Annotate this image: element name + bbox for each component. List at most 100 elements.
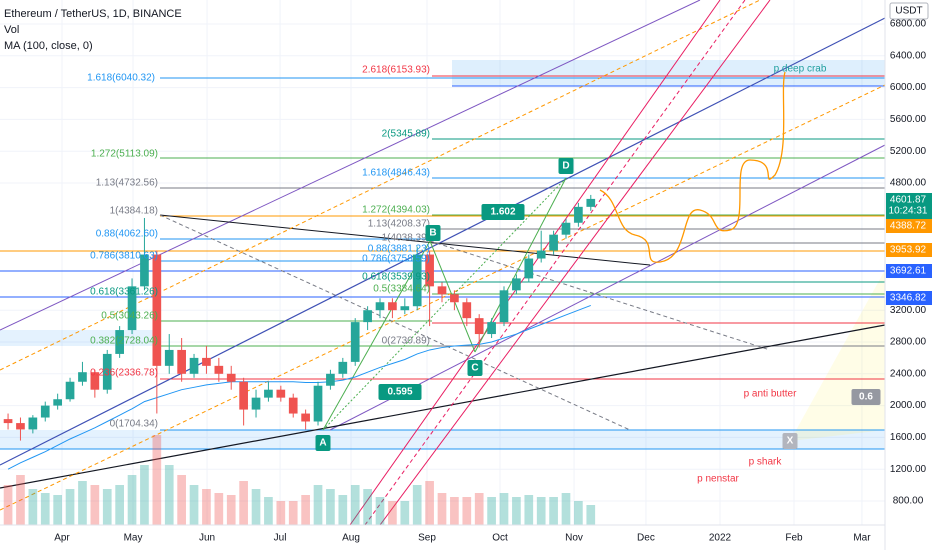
price-tag-label: 3346.82	[890, 293, 927, 304]
trend-line	[329, 144, 886, 431]
price-tag	[886, 219, 932, 233]
projection-path	[599, 71, 786, 263]
trend-line	[159, 214, 631, 431]
volume-bar	[388, 501, 397, 525]
annotation: 0.786(3758.59)	[362, 254, 430, 265]
candle-body	[350, 322, 360, 362]
volume-bar	[400, 501, 410, 525]
annotation: 1.618(6040.32)	[87, 73, 155, 84]
candle-body	[53, 399, 62, 406]
price-tag-label: 3953.92	[890, 245, 927, 256]
candle-body	[499, 290, 509, 323]
candle-body	[214, 365, 224, 374]
point-label: C	[471, 363, 478, 374]
point-label: A	[319, 438, 326, 449]
candle-body	[326, 373, 335, 386]
volume-bar	[189, 485, 199, 525]
annotation: p nenstar	[697, 474, 739, 485]
candle-body	[462, 302, 472, 319]
trend-line	[364, 0, 746, 526]
y-tick-label: 800.00	[893, 496, 924, 507]
point-label-box	[378, 384, 422, 400]
price-tag	[886, 193, 932, 219]
trend-line	[349, 0, 721, 526]
y-tick-label: 6400.00	[890, 50, 927, 61]
annotation: p deep crab	[774, 64, 827, 75]
price-tag	[886, 264, 932, 278]
candle-body	[164, 349, 174, 366]
candle-body	[437, 286, 447, 295]
candle-body	[177, 349, 186, 374]
volume-bar	[202, 489, 211, 525]
trend-line	[0, 324, 886, 489]
candle-body	[115, 330, 124, 354]
volume-bar	[338, 495, 348, 525]
price-tag-label: 4388.72	[890, 221, 927, 232]
x-tick-label: Jul	[274, 533, 287, 544]
x-tick-label: Nov	[565, 533, 583, 544]
candle-body	[152, 254, 162, 366]
volume-bar	[152, 435, 162, 525]
x-tick-label: May	[124, 533, 143, 544]
point-label-box	[782, 433, 798, 449]
point-label-box	[851, 389, 881, 405]
countdown: 10:24:31	[889, 206, 928, 217]
volume-bar	[536, 497, 546, 525]
x-tick-label: Jun	[199, 533, 215, 544]
zone	[0, 430, 885, 449]
annotation: p shark	[749, 457, 783, 468]
y-tick-label: 3200.00	[890, 305, 927, 316]
candle-body	[549, 234, 558, 251]
candle-body	[28, 417, 38, 430]
candle-body	[202, 357, 211, 366]
point-label: D	[562, 161, 569, 172]
volume-bar	[561, 493, 571, 525]
volume-bar	[313, 485, 323, 525]
volume-bar	[251, 489, 261, 525]
trend-line	[0, 0, 761, 371]
volume-bar	[264, 497, 273, 525]
volume-bar	[549, 497, 558, 525]
annotation: 1.272(4394.03)	[362, 205, 430, 216]
volume-bar	[512, 497, 521, 525]
candle-body	[78, 372, 87, 382]
annotation: 1(4038.39)	[382, 233, 430, 244]
volume-bar	[350, 485, 360, 525]
point-label-box	[425, 225, 441, 241]
x-tick-label: Apr	[54, 533, 70, 544]
price-tag	[886, 243, 932, 257]
y-tick-label: 6800.00	[890, 19, 927, 30]
candle-body	[487, 322, 496, 335]
annotation: 1(4384.18)	[110, 206, 158, 217]
candle-body	[512, 278, 521, 291]
candle-body	[226, 373, 236, 382]
candle-body	[388, 302, 397, 311]
candle-body	[450, 294, 459, 303]
candle-body	[251, 397, 261, 410]
annotation: 0(1704.34)	[110, 419, 158, 430]
chart-title: Ethereum / TetherUS, 1D, BINANCE	[4, 8, 182, 20]
moving-average	[7, 304, 591, 470]
candle-body	[313, 385, 323, 422]
x-tick-label: Sep	[418, 533, 436, 544]
candle-body	[16, 423, 25, 430]
candle-body	[425, 254, 434, 287]
point-label-box	[467, 360, 483, 376]
trend-line	[379, 0, 771, 526]
x-tick-label: Mar	[853, 533, 871, 544]
x-tick-label: Oct	[492, 533, 508, 544]
x-tick-label: Feb	[785, 533, 803, 544]
candle-body	[524, 258, 534, 279]
volume-bar	[288, 501, 298, 525]
volume-bar	[177, 475, 186, 525]
y-tick-label: 1200.00	[890, 464, 927, 475]
volume-bar	[326, 489, 335, 525]
volume-bar	[412, 485, 422, 525]
volume-bar	[574, 501, 583, 525]
point-label: X	[787, 436, 794, 447]
price-tag-label: 3692.61	[890, 266, 927, 277]
currency-box[interactable]	[889, 2, 929, 20]
volume-bar	[276, 501, 286, 525]
point-label: 1.602	[490, 207, 515, 218]
point-label: 0.6	[859, 392, 873, 403]
